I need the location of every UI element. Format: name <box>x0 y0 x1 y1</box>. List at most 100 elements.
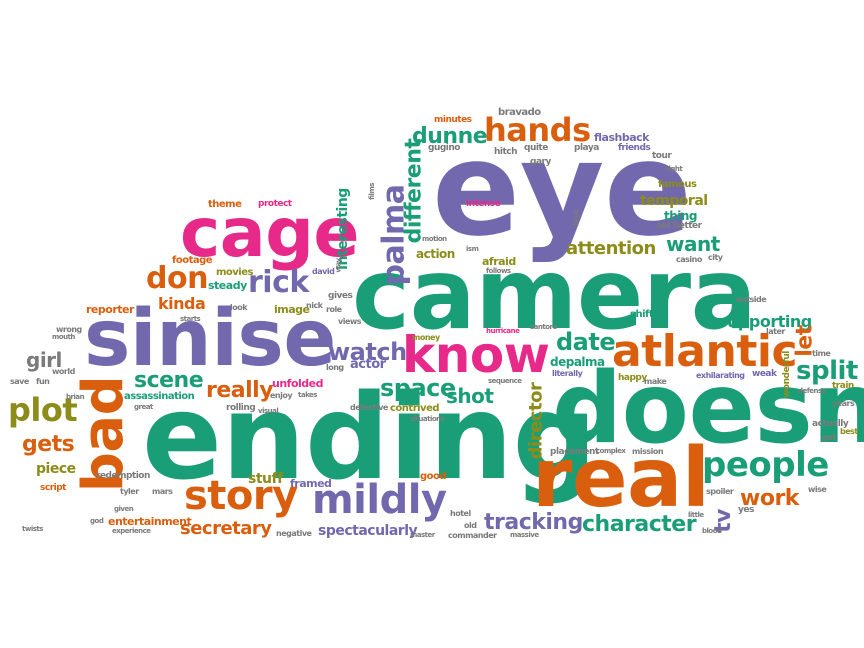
word-follows: follows <box>486 267 511 275</box>
word-way: way <box>334 258 343 273</box>
word-train: train <box>832 381 854 391</box>
word-ism: ism <box>466 245 479 253</box>
word-takes: takes <box>298 391 317 399</box>
word-space: space <box>380 374 456 402</box>
word-unfolded: unfolded <box>272 377 323 390</box>
word-gugino: gugino <box>428 143 460 153</box>
word-face: face <box>571 209 581 227</box>
word-old: old <box>464 521 477 530</box>
word-city: city <box>708 253 723 262</box>
word-mars: mars <box>152 487 173 496</box>
word-plot: plot <box>8 391 78 429</box>
word-assassination: assassination <box>124 391 195 402</box>
word-minutes: minutes <box>434 115 472 125</box>
word-footage: footage <box>172 255 213 266</box>
word-best: best <box>840 427 858 436</box>
word-reporter: reporter <box>86 303 134 316</box>
word-wrong: wrong <box>56 325 82 334</box>
word-actor: actor <box>350 357 386 372</box>
word-movies: movies <box>216 267 253 278</box>
word-look: look <box>230 303 248 312</box>
word-happy: happy <box>618 373 647 383</box>
word-shot: shot <box>446 384 494 408</box>
word-different: different <box>401 138 427 244</box>
word-dunne: dunne <box>412 124 488 149</box>
word-situations: situations <box>410 415 445 423</box>
word-doesn: doesn <box>552 352 864 466</box>
word-hurricane: hurricane <box>486 327 520 335</box>
word-know: know <box>402 326 550 384</box>
word-twists: twists <box>22 525 43 533</box>
word-visual: visual <box>258 407 279 415</box>
word-given: given <box>114 505 134 513</box>
word-actually: actually <box>812 419 849 429</box>
word-gets: gets <box>22 432 75 457</box>
word-god: god <box>90 517 104 525</box>
word-real: real <box>532 431 710 526</box>
word-date: date <box>556 328 616 356</box>
word-eye: eye <box>432 113 692 265</box>
word-director: director <box>525 382 547 460</box>
word-long: long <box>326 363 344 372</box>
word-david: david <box>312 267 335 276</box>
word-got: got <box>822 433 836 442</box>
word-mouth: mouth <box>52 333 75 341</box>
word-santoro: santoro <box>530 323 557 331</box>
word-world: world <box>52 367 75 376</box>
word-fun: fun <box>36 377 50 386</box>
word-framed: framed <box>290 477 332 490</box>
word-time: time <box>812 349 831 358</box>
word-kinda: kinda <box>158 294 206 313</box>
word-weak: weak <box>752 369 777 379</box>
word-girl: girl <box>26 348 62 372</box>
word-camera: camera <box>352 238 757 352</box>
word-wonderful: wonderful <box>781 351 792 398</box>
word-quite: quite <box>524 143 548 153</box>
word-brian: brian <box>66 393 85 401</box>
word-cage: cage <box>180 194 360 273</box>
word-playa: playa <box>574 143 599 153</box>
word-spectacularly: spectacularly <box>318 523 418 539</box>
word-later: later <box>766 327 785 336</box>
word-character: character <box>582 512 697 537</box>
word-exhilarating: exhilarating <box>696 371 745 380</box>
word-money: money <box>412 333 440 342</box>
word-intense: intense <box>466 199 501 209</box>
word-famous: famous <box>658 179 697 190</box>
word-tyler: tyler <box>120 487 139 496</box>
word-temporal: temporal <box>640 193 708 209</box>
word-negative: negative <box>276 529 312 538</box>
word-action: action <box>416 247 455 261</box>
word-afraid: afraid <box>482 255 516 268</box>
word-complex: complex <box>596 447 626 455</box>
word-nick: nick <box>306 301 323 310</box>
word-literally: literally <box>552 369 583 378</box>
word-script: script <box>40 483 66 493</box>
word-split: split <box>796 356 858 386</box>
word-depalma: depalma <box>550 355 605 369</box>
word-outside: outside <box>736 295 767 304</box>
word-watch: watch <box>328 338 407 366</box>
word-piece: piece <box>36 461 76 477</box>
word-night: night <box>664 165 683 173</box>
word-want: want <box>666 232 720 256</box>
word-protect: protect <box>258 199 292 209</box>
word-attention: attention <box>566 238 656 259</box>
word-rolling: rolling <box>226 403 256 413</box>
word-experience: experience <box>112 527 151 535</box>
word-save: save <box>10 377 29 386</box>
word-entertainment: entertainment <box>108 515 192 528</box>
word-bravado: bravado <box>498 107 541 118</box>
word-don: don <box>146 261 208 296</box>
word-set-better: set better <box>656 221 702 231</box>
word-flashback: flashback <box>594 131 650 144</box>
word-stuff: stuff <box>248 471 283 487</box>
word-great: great <box>134 403 153 411</box>
word-sinise: sinise <box>84 294 336 384</box>
word-atlantic: atlantic <box>612 326 798 377</box>
word-rick: rick <box>248 265 309 300</box>
word-tracking: tracking <box>484 510 583 535</box>
word-little: little <box>688 511 704 519</box>
word-good: good <box>420 471 447 482</box>
